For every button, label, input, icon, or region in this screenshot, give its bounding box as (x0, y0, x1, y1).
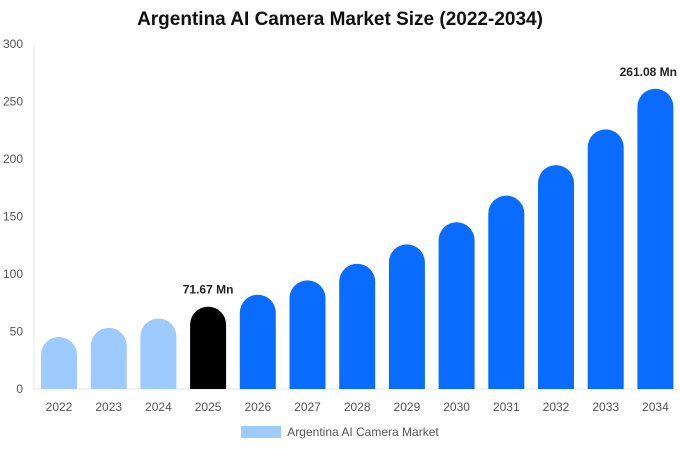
x-tick-label: 2034 (642, 400, 669, 414)
bar-2026 (239, 294, 276, 389)
x-tick-label: 2029 (394, 400, 421, 414)
x-tick-label: 2032 (543, 400, 570, 414)
chart-title: Argentina AI Camera Market Size (2022-20… (137, 9, 543, 30)
y-tick-label: 50 (10, 325, 24, 339)
legend-label: Argentina AI Camera Market (287, 425, 439, 439)
x-tick-label: 2026 (244, 400, 271, 414)
x-tick-label: 2027 (294, 400, 321, 414)
y-tick-label: 100 (3, 267, 23, 281)
y-tick-label: 200 (3, 152, 23, 166)
y-tick-label: 300 (3, 37, 23, 51)
legend-swatch (241, 426, 282, 438)
bar-2022 (41, 337, 77, 389)
x-tick-label: 2023 (95, 400, 122, 414)
bar-2029 (388, 244, 425, 389)
x-tick-label: 2025 (195, 400, 222, 414)
bar-2025 (190, 306, 227, 389)
bar-2028 (339, 263, 376, 389)
data-label-2025: 71.67 Mn (183, 283, 234, 297)
x-tick-label: 2028 (344, 400, 371, 414)
x-tick-label: 2022 (46, 400, 73, 414)
data-label-2034: 261.08 Mn (620, 65, 677, 79)
bar-2032 (538, 165, 574, 389)
bar-2027 (289, 280, 326, 389)
bar-2030 (438, 222, 475, 389)
x-tick-label: 2033 (592, 400, 619, 414)
y-tick-label: 150 (3, 210, 23, 224)
y-tick-label: 250 (3, 95, 23, 109)
x-tick-label: 2030 (443, 400, 470, 414)
bar-2034 (637, 88, 674, 390)
legend: Argentina AI Camera Market (0, 425, 680, 439)
bar-2031 (488, 195, 525, 389)
bar-2024 (140, 318, 177, 389)
x-tick-label: 2031 (493, 400, 520, 414)
bar-2023 (90, 327, 127, 389)
x-tick-label: 2024 (145, 400, 172, 414)
bar-2033 (587, 129, 624, 389)
y-tick-label: 0 (16, 382, 23, 396)
